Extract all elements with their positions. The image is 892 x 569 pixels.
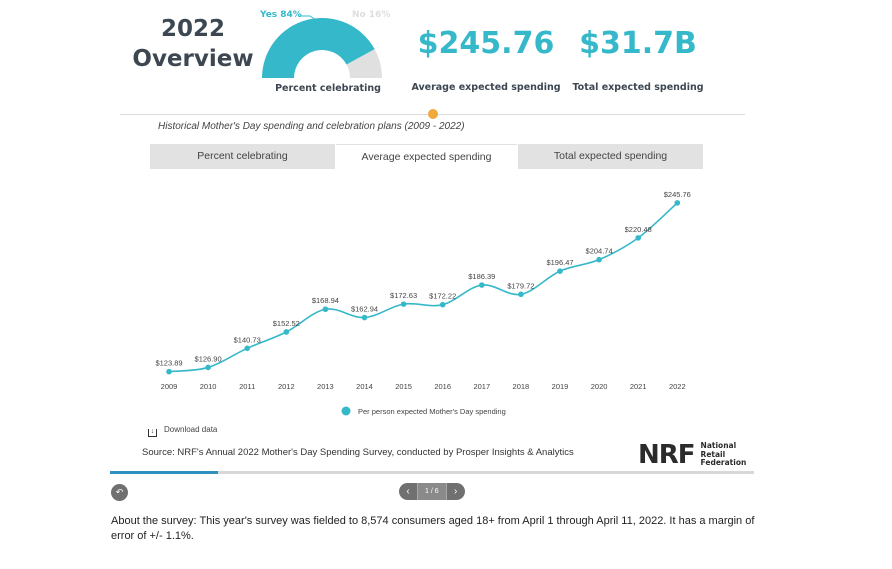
carousel-progress-track [110,471,754,474]
data-label: $186.39 [468,272,495,281]
data-label: $123.89 [155,359,182,368]
data-label: $220.48 [625,225,652,234]
celebrating-gauge: Yes 84% No 16% Percent celebrating [259,10,390,94]
gauge-label: Percent celebrating [275,83,381,94]
gauge-yes-leader [298,15,317,21]
gauge-no-label: No 16% [352,10,390,20]
x-tick-label: 2018 [513,382,530,391]
about-survey-text: About the survey: This year's survey was… [111,515,755,542]
x-tick-label: 2019 [552,382,569,391]
x-tick-label: 2016 [434,382,451,391]
x-tick-label: 2022 [669,382,686,391]
tab-average-expected-spending[interactable]: Average expected spending [336,144,517,170]
series-line [168,202,678,373]
nrf-logo: NRF National Retail Federation [638,440,746,470]
download-label: Download data [164,425,218,434]
data-point [322,306,329,313]
data-point [205,364,211,371]
data-point [557,268,563,274]
data-point [244,345,250,352]
carousel-progress-fill [110,471,218,474]
chevron-left-icon[interactable]: ‹ [399,483,417,500]
chevron-right-icon[interactable]: › [446,483,465,500]
tab-percent-celebrating[interactable]: Percent celebrating [150,144,335,169]
data-point [400,301,407,307]
data-label: $204.74 [586,247,613,256]
data-label: $126.90 [195,354,222,363]
back-icon[interactable]: ↶ [111,484,128,501]
x-tick-label: 2012 [278,382,295,391]
data-point [674,200,681,206]
data-label: $140.73 [234,335,261,344]
x-tick-label: 2010 [200,382,217,391]
x-tick-label: 2021 [630,382,647,391]
data-label: $245.76 [664,190,691,199]
overview-year: 2022 [160,16,225,42]
source-note: Source: NRF's Annual 2022 Mother's Day S… [142,447,574,458]
spending-line-chart: $123.89 2009 $126.90 2010 $140.73 2011 $152.52… [155,190,691,416]
download-icon: ↓ [148,428,157,437]
x-tick-label: 2015 [395,382,412,391]
tab-total-expected-spending[interactable]: Total expected spending [518,144,703,169]
nrf-logo-line3: Federation [700,458,747,468]
data-point [361,314,368,321]
avg-spending-label: Average expected spending [411,82,561,93]
download-data-link[interactable]: ↓ Download data [148,425,218,437]
overview-title: 2022 Overview [128,14,258,74]
data-point [518,291,524,298]
gauge-yes-segment [262,18,375,78]
carousel-pager: ‹ 1 / 6 › [399,483,465,500]
data-point [283,329,290,335]
data-label: $172.22 [429,292,456,301]
nrf-logo-line1: National [700,441,737,451]
data-point [596,256,602,263]
x-tick-label: 2011 [239,382,255,391]
data-point [439,301,446,308]
overview-word: Overview [132,46,254,72]
slide-marker-dot [428,109,438,119]
data-label: $152.52 [273,319,300,328]
x-tick-label: 2009 [161,382,178,391]
avg-spending-value: $245.76 [417,26,555,61]
data-point [635,235,641,241]
carousel-counter: 1 / 6 [417,483,447,500]
legend-label: Per person expected Mother's Day spendin… [358,407,506,416]
data-point [479,282,485,288]
nrf-logo-mark: NRF [638,440,696,470]
chart-subtitle: Historical Mother's Day spending and cel… [158,121,465,132]
x-tick-label: 2014 [356,382,373,391]
data-point [166,368,172,375]
legend-swatch [341,406,351,416]
data-label: $168.94 [312,296,339,305]
total-spending-label: Total expected spending [572,82,704,93]
x-tick-label: 2017 [473,382,490,391]
data-label: $172.63 [390,291,417,300]
data-label: $162.94 [351,305,378,314]
nrf-logo-line2: Retail [700,449,726,459]
gauge-no-segment [346,49,382,78]
total-spending-value: $31.7B [579,26,697,61]
gauge-yes-label: Yes 84% [259,10,302,20]
data-label: $179.72 [507,281,534,290]
x-tick-label: 2013 [317,382,334,391]
data-label: $196.47 [546,258,573,267]
x-tick-label: 2020 [591,382,608,391]
